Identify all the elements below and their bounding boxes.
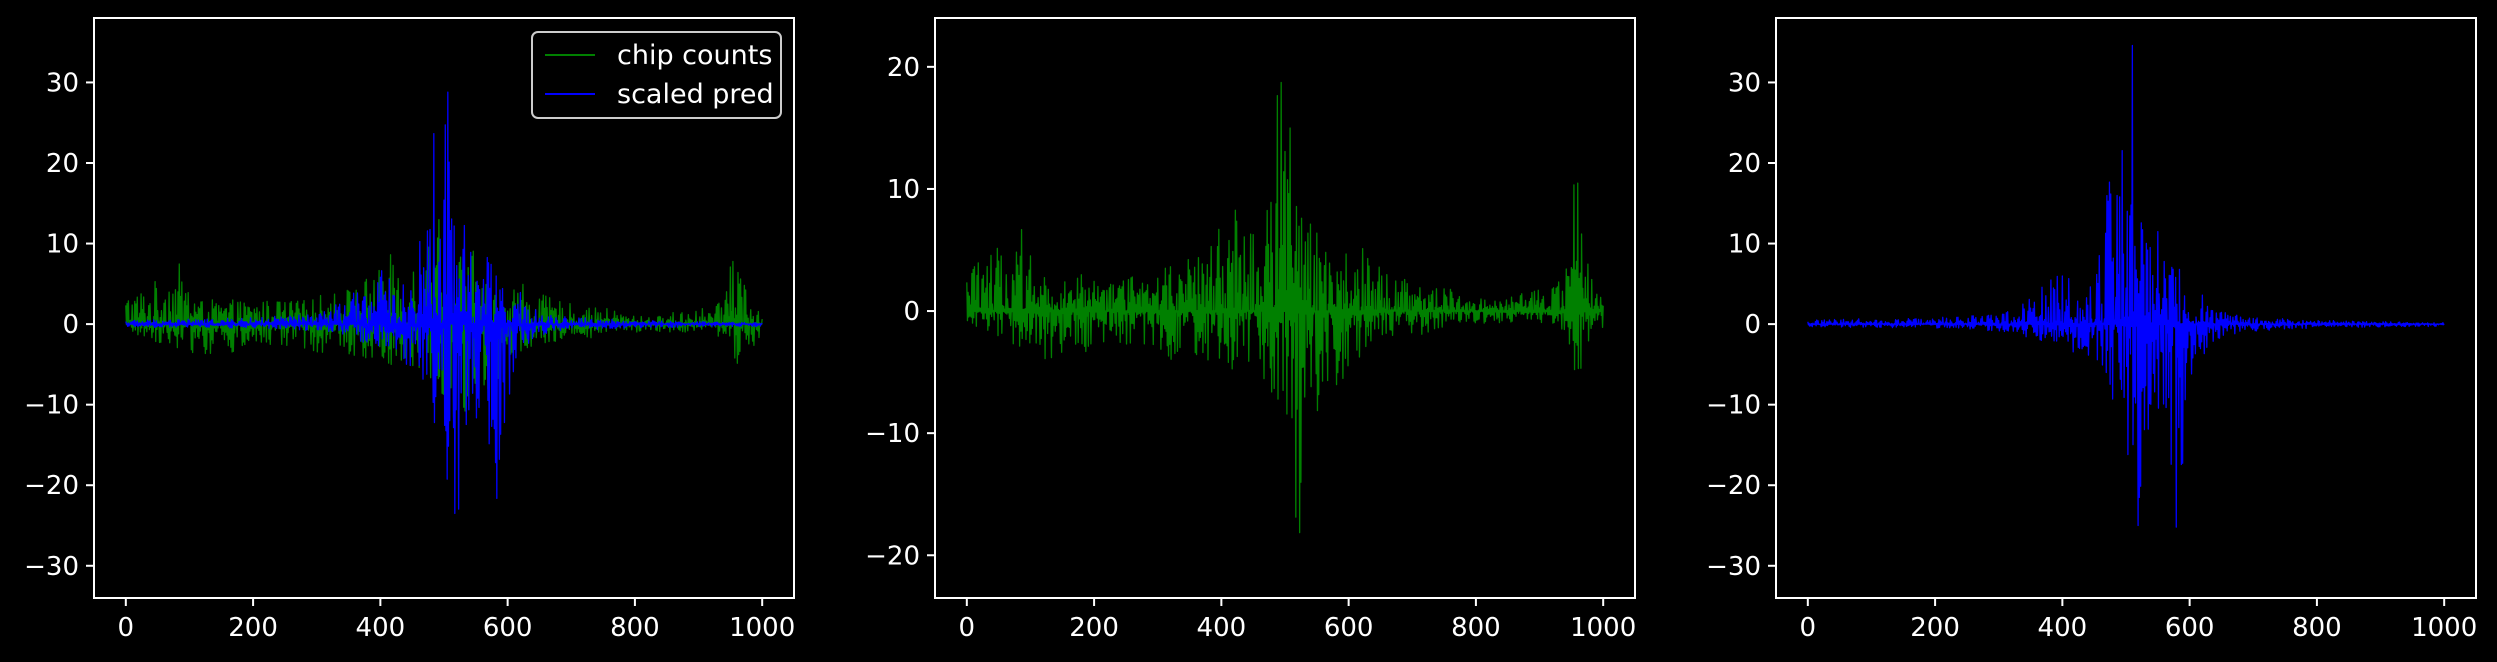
panel-2-series-line-1 (966, 81, 1604, 534)
legend: chip counts scaled pred (531, 31, 782, 119)
panel-2-xtick-label: 800 (1451, 613, 1501, 643)
panel-2-ytick-label: −10 (865, 419, 920, 449)
panel-1-ytick-label: −20 (24, 471, 79, 501)
panel-2-ytick-label: 20 (887, 53, 920, 83)
panel-3-xtick-label: 200 (1910, 613, 1960, 643)
panel-2-xtick-label: 200 (1069, 613, 1119, 643)
panel-2-ytick-label: 10 (887, 175, 920, 205)
panel-3-ytick-label: −30 (1706, 552, 1761, 582)
panel-1-frame (93, 17, 795, 599)
panel-3-xtick-label: 600 (2165, 613, 2215, 643)
panel-1-ytick-label: 0 (62, 310, 79, 340)
panel-3: 0 200 400 600 800 1000 −30 −20 −10 0 10 20 30 (1706, 17, 2477, 643)
panel-2: 0 200 400 600 800 1000 −20 −10 0 10 20 (865, 17, 1636, 643)
legend-box (531, 31, 782, 119)
panel-2-xtick-label: 0 (959, 613, 976, 643)
panel-2-xtick-label: 400 (1197, 613, 1247, 643)
panel-1-xtick-label: 0 (118, 613, 135, 643)
panel-1-xtick-label: 800 (610, 613, 660, 643)
panel-3-ytick-label: 10 (1728, 230, 1761, 260)
panel-1-xtick-label: 200 (228, 613, 278, 643)
panel-1-ytick-label: 20 (46, 149, 79, 179)
panel-3-xtick-label: 0 (1800, 613, 1817, 643)
panel-3-ytick-label: −20 (1706, 471, 1761, 501)
panel-2-xtick-label: 1000 (1570, 613, 1636, 643)
panel-2-plot: 0 200 400 600 800 1000 −20 −10 0 10 20 (865, 53, 1636, 643)
panel-3-xtick-label: 400 (2038, 613, 2088, 643)
legend-label-scaled-pred: scaled pred (617, 79, 774, 110)
panel-1: 0 200 400 600 800 1000 −30 −20 −10 0 10 20 30 (24, 17, 795, 643)
panel-3-ytick-label: 20 (1728, 149, 1761, 179)
panel-3-ytick-label: 0 (1744, 310, 1761, 340)
panel-2-xtick-label: 600 (1324, 613, 1374, 643)
panel-1-ytick-label: 30 (46, 68, 79, 98)
panel-3-ytick-label: −10 (1706, 391, 1761, 421)
panel-1-xtick-label: 400 (356, 613, 406, 643)
panel-1-series-scaled-pred (125, 91, 763, 515)
panel-1-ytick-label: −10 (24, 391, 79, 421)
panel-3-xtick-label: 1000 (2411, 613, 2477, 643)
panel-2-ytick-label: −20 (865, 541, 920, 571)
panel-3-series-line-1 (1807, 44, 2445, 528)
panel-1-xtick-label: 1000 (729, 613, 795, 643)
panel-1-xtick-label: 600 (483, 613, 533, 643)
panel-2-frame (934, 17, 1636, 599)
panel-1-ytick-label: 10 (46, 230, 79, 260)
panel-3-xtick-label: 800 (2292, 613, 2342, 643)
panel-1-plot: 0 200 400 600 800 1000 −30 −20 −10 0 10 20 30 (24, 68, 795, 643)
panel-2-ytick-label: 0 (903, 297, 920, 327)
panel-3-frame (1775, 17, 2477, 599)
panel-3-plot: 0 200 400 600 800 1000 −30 −20 −10 0 10 20 30 (1706, 44, 2477, 643)
legend-label-chip-counts: chip counts (617, 40, 772, 71)
panel-1-ytick-label: −30 (24, 552, 79, 582)
panel-3-ytick-label: 30 (1728, 68, 1761, 98)
